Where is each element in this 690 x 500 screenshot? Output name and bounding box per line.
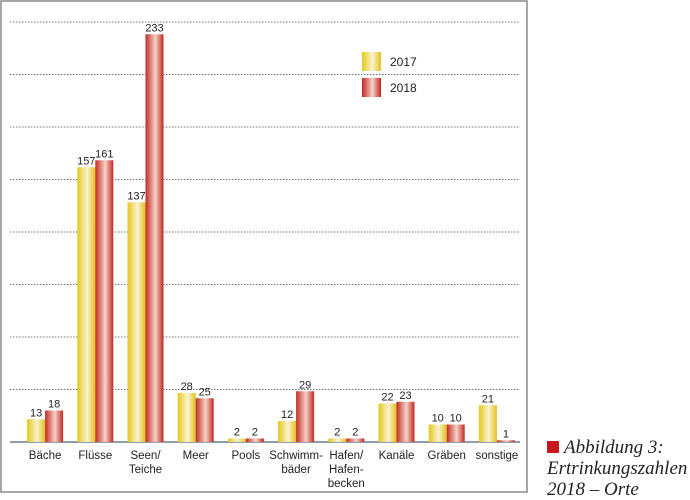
bar-2017 bbox=[328, 438, 347, 442]
data-label: 10 bbox=[432, 413, 444, 425]
x-tick-label: sonstige bbox=[475, 450, 518, 462]
bar-2018 bbox=[496, 440, 515, 442]
bar-2018 bbox=[346, 438, 365, 442]
legend-swatch-2017 bbox=[362, 52, 381, 71]
x-tick-label-line: Bäche bbox=[29, 450, 62, 462]
x-tick-label-line: Schwimm- bbox=[269, 450, 323, 462]
x-tick-label: Pools bbox=[232, 450, 261, 462]
x-tick-label-line: Kanäle bbox=[379, 450, 415, 462]
legend-swatch-2018 bbox=[362, 78, 381, 97]
x-tick-label-line: bäder bbox=[281, 464, 311, 476]
bar-2017 bbox=[177, 393, 196, 442]
x-tick-label-line: Gräben bbox=[428, 450, 466, 462]
bar-2017 bbox=[77, 167, 96, 442]
data-label: 21 bbox=[482, 393, 494, 405]
x-tick-label: Gräben bbox=[428, 450, 466, 462]
bar-2018 bbox=[95, 160, 114, 442]
data-label: 137 bbox=[127, 190, 145, 202]
x-tick-label-line: becken bbox=[328, 478, 365, 490]
data-label: 23 bbox=[399, 390, 411, 402]
bar-2018 bbox=[145, 34, 164, 442]
chart-frame bbox=[0, 0, 528, 493]
data-label: 161 bbox=[95, 148, 113, 160]
data-label: 13 bbox=[30, 407, 42, 419]
x-tick-label-line: Hafen/ bbox=[329, 450, 364, 462]
legend-label: 2018 bbox=[390, 81, 417, 95]
data-label: 28 bbox=[181, 381, 193, 393]
x-tick-label-line: Meer bbox=[183, 450, 209, 462]
data-label: 22 bbox=[381, 392, 393, 404]
bar-2017 bbox=[428, 424, 447, 442]
x-tick-label-line: Teiche bbox=[129, 464, 162, 476]
data-label: 2 bbox=[352, 427, 358, 439]
data-label: 12 bbox=[281, 409, 293, 421]
x-tick-label: Kanäle bbox=[379, 450, 415, 462]
data-label: 2 bbox=[252, 427, 258, 439]
caption-line-2: Ertrinkungszahlen bbox=[547, 458, 688, 479]
bar-2018 bbox=[396, 401, 415, 442]
bar-2018 bbox=[296, 391, 315, 442]
caption-line-1: Abbildung 3: bbox=[564, 437, 664, 458]
bar-2017 bbox=[478, 405, 497, 442]
data-label: 2 bbox=[234, 427, 240, 439]
bar-2018 bbox=[45, 410, 64, 442]
x-tick-label: Schwimm-bäder bbox=[269, 450, 323, 476]
bar-2018 bbox=[195, 398, 214, 442]
bar-2017 bbox=[27, 419, 46, 442]
bar-2017 bbox=[127, 202, 146, 442]
x-tick-label-line: Flüsse bbox=[78, 450, 112, 462]
bar-2017 bbox=[378, 403, 397, 442]
data-label: 18 bbox=[48, 399, 60, 411]
figure-caption: Abbildung 3: Ertrinkungszahlen 2018 – Or… bbox=[547, 437, 687, 500]
x-tick-label-line: Seen/ bbox=[130, 450, 161, 462]
data-label: 1 bbox=[503, 428, 509, 440]
bar-2017 bbox=[278, 421, 297, 442]
data-label: 25 bbox=[199, 386, 211, 398]
bar-2017 bbox=[227, 438, 246, 442]
bar-2018 bbox=[245, 438, 264, 442]
data-label: 2 bbox=[334, 427, 340, 439]
x-tick-label-line: sonstige bbox=[475, 450, 518, 462]
data-label: 10 bbox=[450, 413, 462, 425]
caption-line-3: 2018 – Orte bbox=[547, 479, 639, 500]
data-label: 157 bbox=[77, 155, 95, 167]
bar-2018 bbox=[446, 424, 465, 442]
data-label: 29 bbox=[299, 379, 311, 391]
x-tick-label: Seen/Teiche bbox=[129, 450, 162, 476]
caption-marker-icon bbox=[547, 441, 559, 453]
x-tick-label: Bäche bbox=[29, 450, 62, 462]
x-tick-label: Hafen/Hafen-becken bbox=[328, 450, 365, 490]
x-tick-label-line: Hafen- bbox=[329, 464, 364, 476]
legend-label: 2017 bbox=[390, 55, 417, 69]
data-label: 233 bbox=[145, 22, 163, 34]
x-tick-label: Meer bbox=[183, 450, 209, 462]
x-tick-label-line: Pools bbox=[232, 450, 261, 462]
x-tick-label: Flüsse bbox=[78, 450, 112, 462]
